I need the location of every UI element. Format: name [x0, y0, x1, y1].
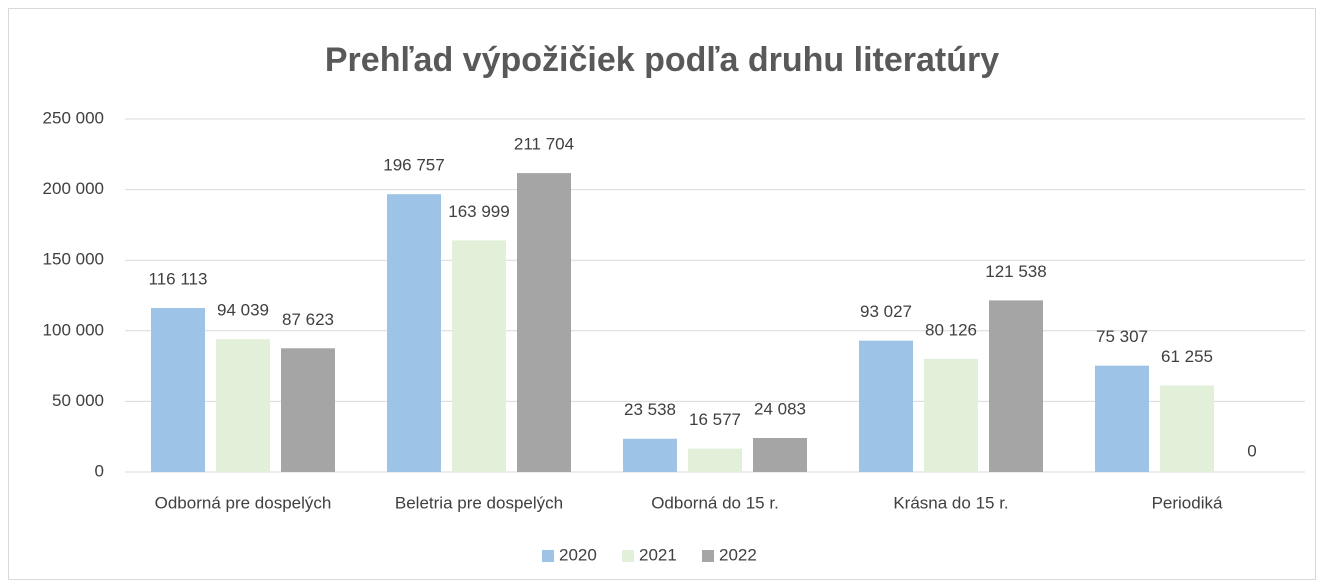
bar	[924, 358, 978, 472]
bar	[216, 339, 270, 472]
data-label: 23 538	[624, 400, 676, 419]
data-label: 87 623	[282, 310, 334, 329]
bar	[859, 340, 913, 472]
legend-label: 2020	[559, 545, 597, 564]
y-tick-label: 150 000	[43, 250, 104, 269]
x-tick-label: Beletria pre dospelých	[395, 493, 563, 512]
legend-swatch	[702, 550, 714, 562]
legend-swatch	[542, 550, 554, 562]
legend-label: 2022	[719, 545, 757, 564]
data-label: 93 027	[860, 302, 912, 321]
y-tick-label: 250 000	[43, 108, 104, 127]
bar	[151, 308, 205, 472]
bar	[688, 448, 742, 472]
data-label: 116 113	[149, 270, 208, 289]
data-label: 61 255	[1161, 347, 1213, 366]
bar	[281, 348, 335, 472]
bar	[452, 240, 506, 472]
y-tick-label: 200 000	[43, 179, 104, 198]
bar	[387, 194, 441, 472]
y-tick-label: 50 000	[52, 391, 104, 410]
bar	[1095, 365, 1149, 472]
data-label: 75 307	[1096, 327, 1148, 346]
x-tick-label: Krásna do 15 r.	[893, 493, 1008, 512]
y-tick-label: 0	[95, 461, 104, 480]
bar	[753, 437, 807, 472]
y-tick-label: 100 000	[43, 320, 104, 339]
data-label: 121 538	[985, 262, 1046, 281]
data-label: 80 126	[925, 320, 977, 339]
legend-swatch	[622, 550, 634, 562]
data-label: 163 999	[448, 202, 509, 221]
data-label: 16 577	[689, 410, 741, 429]
x-tick-label: Odborná do 15 r.	[651, 493, 779, 512]
x-tick-label: Periodiká	[1152, 493, 1223, 512]
bar	[1160, 385, 1214, 472]
data-label: 94 039	[217, 301, 269, 320]
bar	[517, 173, 571, 472]
bar	[623, 438, 677, 472]
data-label: 0	[1247, 441, 1256, 460]
legend-label: 2021	[639, 545, 677, 564]
chart-title: Prehľad výpožičiek podľa druhu literatúr…	[325, 41, 999, 79]
data-label: 211 704	[514, 135, 574, 154]
data-label: 196 757	[383, 156, 444, 175]
x-tick-label: Odborná pre dospelých	[155, 493, 332, 512]
chart-border	[8, 8, 1316, 580]
data-label: 24 083	[754, 399, 806, 418]
bar	[989, 300, 1043, 472]
